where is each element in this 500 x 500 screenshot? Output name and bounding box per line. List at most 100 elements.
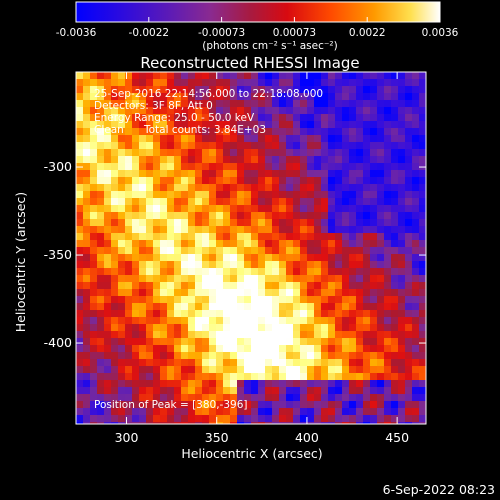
intensity-pixel xyxy=(188,338,196,346)
intensity-pixel xyxy=(83,240,91,248)
intensity-pixel xyxy=(384,128,392,136)
intensity-pixel xyxy=(244,233,252,241)
intensity-pixel xyxy=(370,156,378,164)
intensity-pixel xyxy=(391,275,399,283)
intensity-pixel xyxy=(97,142,105,150)
intensity-pixel xyxy=(153,170,161,178)
intensity-pixel xyxy=(391,331,399,339)
intensity-pixel xyxy=(216,100,224,108)
intensity-pixel xyxy=(293,100,301,108)
intensity-pixel xyxy=(293,247,301,255)
intensity-pixel xyxy=(167,114,175,122)
intensity-pixel xyxy=(321,219,329,227)
intensity-pixel xyxy=(230,324,238,332)
intensity-pixel xyxy=(384,296,392,304)
intensity-pixel xyxy=(300,205,308,213)
intensity-pixel xyxy=(90,114,98,122)
intensity-pixel xyxy=(321,331,329,339)
intensity-pixel xyxy=(125,205,133,213)
intensity-pixel xyxy=(230,205,238,213)
intensity-pixel xyxy=(328,303,336,311)
intensity-pixel xyxy=(83,359,91,367)
intensity-pixel xyxy=(377,373,385,381)
intensity-pixel xyxy=(370,359,378,367)
intensity-pixel xyxy=(300,422,308,424)
intensity-pixel xyxy=(146,198,154,206)
intensity-pixel xyxy=(153,219,161,227)
intensity-pixel xyxy=(412,401,420,409)
intensity-pixel xyxy=(202,331,210,339)
intensity-pixel xyxy=(244,128,252,136)
intensity-pixel xyxy=(132,352,140,360)
intensity-pixel xyxy=(244,317,252,325)
intensity-pixel xyxy=(125,212,133,220)
intensity-pixel xyxy=(384,240,392,248)
total-counts: Total counts: 3.84E+03 xyxy=(143,124,266,136)
intensity-pixel xyxy=(216,261,224,269)
intensity-pixel xyxy=(97,422,105,424)
intensity-pixel xyxy=(328,233,336,241)
intensity-pixel xyxy=(104,268,112,276)
intensity-pixel xyxy=(419,79,426,87)
intensity-pixel xyxy=(307,184,315,192)
intensity-pixel xyxy=(293,135,301,143)
intensity-pixel xyxy=(272,212,280,220)
intensity-pixel xyxy=(286,184,294,192)
intensity-pixel xyxy=(167,254,175,262)
intensity-pixel xyxy=(391,205,399,213)
intensity-pixel xyxy=(111,240,119,248)
intensity-pixel xyxy=(391,296,399,304)
intensity-pixel xyxy=(398,317,406,325)
intensity-pixel xyxy=(258,226,266,234)
intensity-pixel xyxy=(167,296,175,304)
intensity-pixel xyxy=(202,310,210,318)
intensity-pixel xyxy=(419,380,426,388)
intensity-pixel xyxy=(272,268,280,276)
intensity-pixel xyxy=(90,338,98,346)
intensity-pixel xyxy=(111,86,119,94)
intensity-pixel xyxy=(181,373,189,381)
intensity-pixel xyxy=(307,310,315,318)
intensity-pixel xyxy=(202,380,210,388)
intensity-pixel xyxy=(370,233,378,241)
intensity-pixel xyxy=(167,422,175,424)
intensity-pixel xyxy=(356,135,364,143)
intensity-pixel xyxy=(202,100,210,108)
intensity-pixel xyxy=(216,254,224,262)
intensity-pixel xyxy=(307,114,315,122)
intensity-pixel xyxy=(286,338,294,346)
intensity-pixel xyxy=(118,303,126,311)
intensity-pixel xyxy=(258,408,266,416)
intensity-pixel xyxy=(104,338,112,346)
intensity-pixel xyxy=(167,247,175,255)
intensity-pixel xyxy=(398,114,406,122)
intensity-pixel xyxy=(83,114,91,122)
intensity-pixel xyxy=(97,121,105,129)
intensity-pixel xyxy=(419,345,426,353)
intensity-pixel xyxy=(265,380,273,388)
intensity-pixel xyxy=(230,275,238,283)
intensity-pixel xyxy=(377,149,385,157)
intensity-pixel xyxy=(419,128,426,136)
intensity-pixel xyxy=(111,233,119,241)
intensity-pixel xyxy=(356,142,364,150)
intensity-pixel xyxy=(370,387,378,395)
intensity-pixel xyxy=(251,415,259,423)
intensity-pixel xyxy=(258,268,266,276)
intensity-pixel xyxy=(174,324,182,332)
intensity-pixel xyxy=(139,289,147,297)
intensity-pixel xyxy=(104,380,112,388)
intensity-pixel xyxy=(286,422,294,424)
intensity-pixel xyxy=(160,345,168,353)
intensity-pixel xyxy=(153,352,161,360)
intensity-pixel xyxy=(272,135,280,143)
intensity-pixel xyxy=(363,422,371,424)
intensity-pixel xyxy=(167,233,175,241)
intensity-pixel xyxy=(363,156,371,164)
intensity-pixel xyxy=(370,317,378,325)
intensity-pixel xyxy=(188,79,196,87)
intensity-pixel xyxy=(265,121,273,129)
intensity-pixel xyxy=(125,184,133,192)
intensity-pixel xyxy=(244,79,252,87)
intensity-pixel xyxy=(300,177,308,185)
